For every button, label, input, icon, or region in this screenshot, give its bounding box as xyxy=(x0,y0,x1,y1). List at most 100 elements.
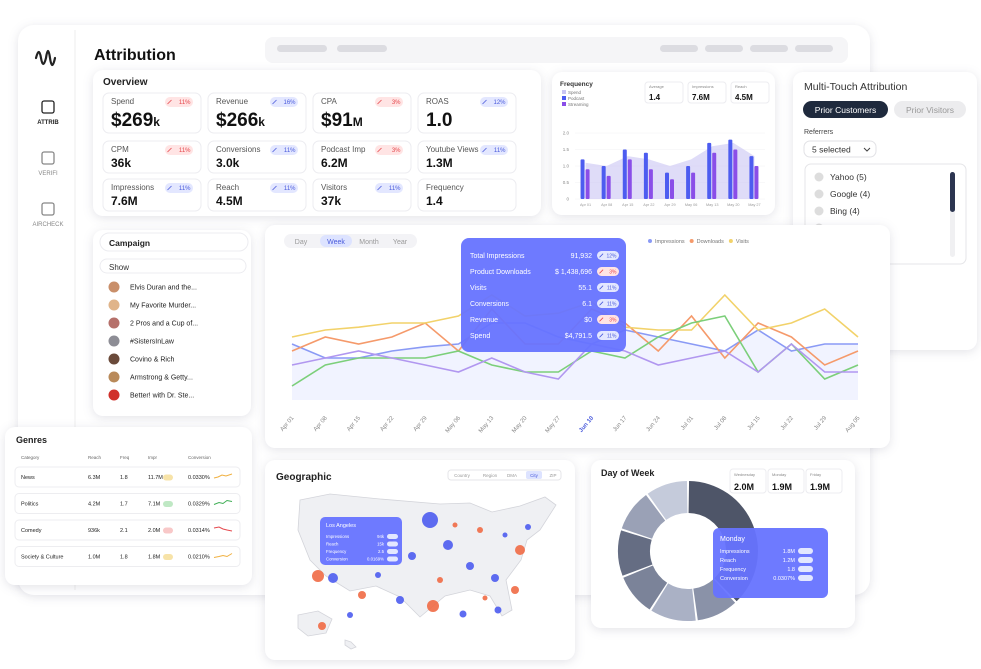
trend-arrow xyxy=(272,185,277,191)
campaign-item: My Favorite Murder... xyxy=(130,303,196,310)
change-value: 11% xyxy=(389,186,401,192)
checkbox[interactable] xyxy=(814,189,824,199)
tooltip-label: Impressions xyxy=(720,549,750,555)
bar xyxy=(580,159,585,199)
stat-value: 1.9M xyxy=(772,482,792,492)
tooltip-badge xyxy=(387,556,398,562)
tooltip-label: Impressions xyxy=(326,534,349,539)
change-value: 11% xyxy=(284,148,296,154)
bar xyxy=(754,166,759,199)
bar xyxy=(601,166,606,199)
metric-value: 1.3M xyxy=(426,156,453,170)
donut-segment xyxy=(693,579,736,621)
metric-unit: k xyxy=(258,115,265,129)
bar xyxy=(686,166,691,199)
tooltip xyxy=(320,517,402,565)
city-dot xyxy=(358,591,366,599)
legend-label: Impressions xyxy=(655,239,685,245)
city-dot xyxy=(502,532,508,538)
top-bar xyxy=(265,37,848,63)
change-badge xyxy=(270,183,298,193)
stat-tile xyxy=(687,81,727,104)
campaign-item: Covino & Rich xyxy=(130,357,174,364)
tab[interactable] xyxy=(526,471,542,479)
column-header: Reach xyxy=(88,455,102,460)
referrer: Google (4) xyxy=(830,189,870,199)
tooltip-badge xyxy=(387,549,398,554)
card-title: Multi-Touch Attribution xyxy=(804,81,907,93)
change-badge xyxy=(163,527,173,534)
table-row xyxy=(14,466,241,488)
metric-label: Youtube Views xyxy=(426,145,479,154)
tooltip-badge xyxy=(798,566,813,572)
trend-arrow xyxy=(167,99,172,105)
table-cell: 11.7M xyxy=(148,475,163,481)
x-tick-label: May 20 xyxy=(727,203,739,207)
metric-value: 4.5M xyxy=(216,194,243,208)
change-value: 11% xyxy=(607,301,617,307)
hawaii xyxy=(344,639,357,650)
metric-label: ROAS xyxy=(426,97,449,106)
stat-value: 1.4 xyxy=(649,93,661,102)
tab-label: Prior Visitors xyxy=(906,105,954,115)
checkbox[interactable] xyxy=(814,172,824,182)
trend-arrow xyxy=(377,185,382,191)
skeleton-pill xyxy=(795,45,833,52)
change-value: 11% xyxy=(179,100,191,106)
table-cell: 1.8M xyxy=(148,555,161,561)
tooltip-label: Product Downloads xyxy=(470,269,531,276)
tab[interactable] xyxy=(320,235,352,247)
tooltip-value: 55.1 xyxy=(578,285,592,292)
campaign-item: 2 Pros and a Cup of... xyxy=(130,321,198,328)
skeleton-pill xyxy=(660,45,698,52)
tab[interactable] xyxy=(803,101,888,118)
trend-arrow xyxy=(377,99,382,105)
skeleton xyxy=(277,45,833,52)
table-cell: Society & Culture xyxy=(21,555,64,561)
city-dot xyxy=(328,573,338,583)
tab-label: DMA xyxy=(507,473,517,478)
sparkline xyxy=(213,499,233,505)
trend-arrow xyxy=(167,147,172,153)
tab[interactable] xyxy=(894,101,966,118)
stat-tile xyxy=(730,81,770,104)
change-value: 11% xyxy=(607,333,617,339)
change-badge xyxy=(597,267,619,276)
metric-value: 1.4 xyxy=(426,194,443,208)
donut-segment xyxy=(617,530,653,576)
nav-label: ATTRIB xyxy=(37,120,59,126)
tab-label: Prior Customers xyxy=(815,105,876,115)
metric-label: Spend xyxy=(111,97,134,106)
checkbox[interactable] xyxy=(814,206,824,216)
donut-segment xyxy=(647,481,688,520)
metric-label: Reach xyxy=(216,183,239,192)
city-dot xyxy=(408,552,416,560)
stat-value: 4.5M xyxy=(735,93,753,102)
stat-label: Friday xyxy=(810,472,821,477)
city-dot xyxy=(347,612,353,618)
trend-arrow xyxy=(272,147,277,153)
metric-label: CPA xyxy=(321,97,338,106)
dropdown-value: 5 selected xyxy=(812,145,851,155)
bar xyxy=(712,152,717,199)
bar xyxy=(648,169,653,199)
change-badge xyxy=(165,97,193,107)
city-dot xyxy=(494,606,502,614)
tab-label: Week xyxy=(327,239,345,246)
metric-number: 7.6M xyxy=(111,194,138,208)
tooltip-value: $0 xyxy=(584,317,592,324)
change-value: 16% xyxy=(283,100,296,106)
logo xyxy=(34,49,57,67)
city-dot xyxy=(452,522,458,528)
trend-arrow xyxy=(482,147,487,153)
tooltip-label: Conversion xyxy=(720,576,748,582)
dropdown[interactable] xyxy=(99,258,247,274)
tooltip-label: Spend xyxy=(470,333,490,340)
metric-label: Revenue xyxy=(216,97,249,106)
dropdown[interactable] xyxy=(803,140,877,158)
trend-arrow xyxy=(272,99,277,105)
column-header: Conversion xyxy=(188,455,211,460)
bar xyxy=(670,179,674,199)
dropdown[interactable] xyxy=(99,232,249,252)
stat-label: Monday xyxy=(772,472,786,477)
